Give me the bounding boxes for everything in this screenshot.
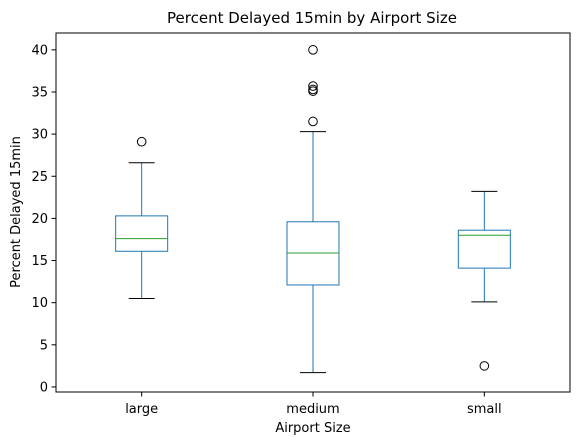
outlier-medium-0 [308,116,318,127]
boxes-group [115,45,511,374]
box-body-large [115,215,169,252]
x-tick-label-small: small [467,402,502,417]
y-tick-label-25: 25 [31,170,48,185]
box-small [457,190,511,371]
y-tick-label-40: 40 [31,43,48,58]
outlier-medium-2 [308,84,318,95]
outlier-small-0 [479,361,490,371]
outlier-medium-4 [308,45,318,55]
x-tick-label-large: large [125,402,158,417]
x-axis: large medium small [125,392,502,417]
x-tick-label-medium: medium [286,402,339,417]
x-axis-label: Airport Size [275,421,350,436]
y-tick-label-20: 20 [31,212,48,227]
y-tick-label-30: 30 [31,128,48,143]
box-body-small [457,229,511,269]
y-tick-label-5: 5 [40,338,48,353]
y-tick-label-15: 15 [31,254,48,269]
outlier-large-0 [136,136,147,147]
y-axis: 0 5 10 15 20 25 30 35 40 [31,43,56,395]
box-medium [286,45,340,374]
chart-title: Percent Delayed 15min by Airport Size [167,9,457,27]
y-tick-label-35: 35 [31,85,48,100]
y-axis-label: Percent Delayed 15min [9,136,24,288]
y-tick-label-10: 10 [31,296,48,311]
outlier-medium-3 [308,81,318,91]
y-tick-label-0: 0 [40,380,48,395]
box-large [115,136,169,299]
